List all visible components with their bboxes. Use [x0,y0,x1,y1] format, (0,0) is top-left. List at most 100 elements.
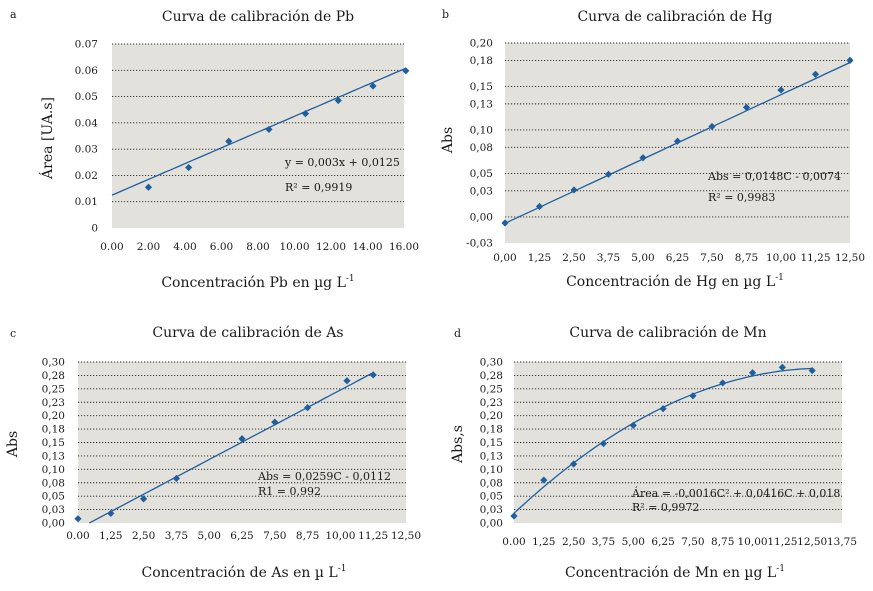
data-point-d-3 [599,439,608,448]
x-tick-label: 16.00 [389,241,419,253]
y-tick-label: 0,03 [470,185,493,197]
equation-label-d: Área = -0,0016C² + 0,0416C + 0,018 [631,486,840,500]
data-point-d-9 [778,363,786,371]
data-point-c-1 [107,509,115,517]
data-points-b [501,56,854,227]
y-tick-label: 0,30 [42,357,65,369]
y-tick-label: 0,05 [42,491,65,503]
x-axis-exponent-b: -1 [775,273,784,283]
r-squared-label-c: R1 = 0,992 [258,485,321,498]
x-axis-exponent-d: -1 [776,564,785,574]
y-tick-label: 0,13 [42,450,65,462]
x-axis-title-b: Concentración de Hg en µg L [566,274,775,290]
plot-area-a [112,44,404,228]
trendline-a [111,67,407,196]
x-tick-label: 8.00 [246,241,269,253]
y-tick-label: 0,13 [480,450,503,462]
r-squared-label-b: R² = 0,9983 [708,191,775,204]
x-tick-label: 1,25 [528,252,551,264]
y-tick-label: 0.02 [75,170,98,182]
data-point-b-0 [501,219,509,227]
y-axis-label-b: Abs [440,127,456,154]
y-tick-label: 0,30 [480,357,503,369]
y-tick-label: 0,10 [42,464,65,476]
y-tick-labels-b: -0,03 0,00 0,03 0,05 0,08 0,10 0,13 0,15 0,18 0,2… [466,38,493,250]
x-tick-label: 6,25 [230,530,253,542]
chart-title-a: Curva de calibración de Pb [162,9,354,25]
y-axis-label-c: Abs [5,431,21,458]
x-tick-label: 12,50 [391,530,421,542]
x-axis-label-b: Concentración de Hg en µg L-1 [566,273,784,290]
y-tick-label: 0,18 [470,55,493,67]
x-axis-exponent-c: -1 [338,564,347,574]
x-tick-label: 7,50 [681,536,704,548]
y-tick-label: 0,18 [480,424,503,436]
x-tick-labels-b: 0,00 1,25 2,50 3,75 5,00 6,25 7,50 8,75 10,00 11,… [493,252,865,264]
x-tick-label: 2.00 [137,241,160,253]
y-tick-label: 0.04 [75,117,99,129]
r-squared-label-a: R² = 0,9919 [285,181,352,194]
y-tick-label: 0,05 [470,168,493,180]
x-axis-title-d: Concentración de Mn en µg L [565,565,776,581]
y-tick-label: 0,23 [480,397,503,409]
y-tick-label: 0,20 [480,410,503,422]
r-squared-label-d: R² = 0,9972 [632,501,699,514]
y-tick-label: 0,25 [42,383,65,395]
x-tick-label: 0.00 [502,536,525,548]
y-tick-label: 0.06 [75,65,99,77]
gridlines-d [514,361,842,511]
x-tick-label: 2,50 [562,252,585,264]
data-point-a-7 [402,67,410,75]
y-tick-label: 0,18 [42,424,65,436]
x-tick-label: 3,75 [592,536,615,548]
x-axis-label-a: Concentración Pb en µg L-1 [161,274,354,291]
data-point-b-8 [777,86,785,94]
y-tick-label: -0,03 [466,238,493,250]
y-tick-label: 0.03 [75,144,98,156]
x-tick-label: 8,75 [711,536,734,548]
y-tick-label: 0,00 [42,518,65,530]
equation-label-b: Abs = 0,0148C - 0,0074 [707,170,841,183]
chart-title-c: Curva de calibración de As [152,325,343,341]
data-point-c-5 [271,418,279,426]
x-tick-label: 4.00 [173,241,196,253]
y-tick-label: 0,10 [480,464,503,476]
data-point-b-10 [846,56,854,64]
data-point-a-6 [369,82,377,90]
y-tick-label: 0,08 [470,142,493,154]
data-point-c-4 [238,435,246,443]
x-tick-label: 0,00 [493,252,516,264]
y-tick-labels-a: 0 0.01 0.02 0.03 0.04 0.05 0.06 0.07 [75,39,99,235]
y-tick-labels-d: 0,00 0,030,05 0,080,10 0,130,150,18 0,200,23… [480,357,503,530]
y-tick-label: 0,23 [42,397,65,409]
data-point-c-3 [172,474,180,483]
x-tick-label: 2,50 [132,530,155,542]
data-point-a-4 [301,110,310,118]
panel-letter-c: c [10,327,16,340]
y-axis-label-d: Abs,s [450,425,466,464]
x-tick-label: 1,25 [99,530,122,542]
x-tick-label: 8,75 [296,530,319,542]
data-point-d-10 [808,366,816,375]
y-tick-label: 0.07 [75,39,98,51]
data-point-b-9 [811,70,820,78]
x-tick-label: 1,25 [532,536,555,548]
x-tick-label: 10.00 [279,241,309,253]
data-point-b-4 [639,154,647,162]
x-tick-label: 10,00 [766,252,796,264]
y-tick-label: 0,20 [42,410,65,422]
gridlines-a [112,43,404,203]
x-tick-label: 3,75 [597,252,620,264]
x-tick-label: 12,50 [835,252,865,264]
y-tick-label: 0.01 [75,196,98,208]
data-point-a-5 [334,96,342,105]
y-tick-label: 0.05 [75,91,98,103]
data-point-c-2 [140,495,148,503]
x-tick-label: 10,00 [738,536,768,548]
x-tick-label: 13,75 [827,536,857,548]
y-tick-label: 0,05 [480,491,503,503]
x-axis-label-c: Concentración de As en µ L-1 [142,564,347,581]
x-tick-label: 6,25 [666,252,689,264]
x-tick-label: 2,50 [562,536,585,548]
y-tick-label: 0,15 [470,81,493,93]
